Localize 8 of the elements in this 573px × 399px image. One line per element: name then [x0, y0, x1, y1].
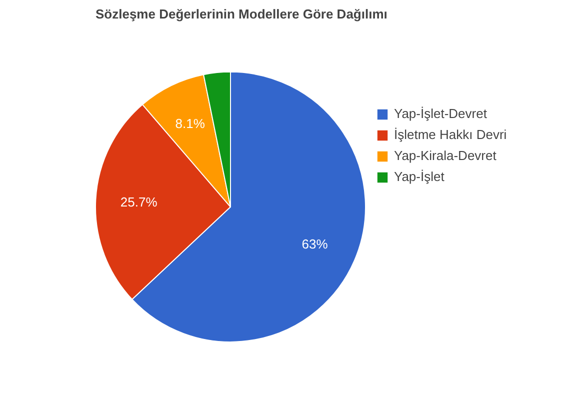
data-label: 25.7%: [120, 194, 158, 210]
legend-label: İşletme Hakkı Devri: [394, 127, 507, 142]
legend-label: Yap-İşlet-Devret: [394, 106, 487, 121]
chart-title: Sözleşme Değerlerinin Modellere Göre Dağılımı: [96, 6, 388, 22]
legend-label: Yap-İşlet: [394, 169, 444, 184]
data-label: 63%: [302, 236, 328, 252]
data-label: 8.1%: [175, 116, 206, 131]
legend-label: Yap-Kirala-Devret: [394, 148, 496, 163]
